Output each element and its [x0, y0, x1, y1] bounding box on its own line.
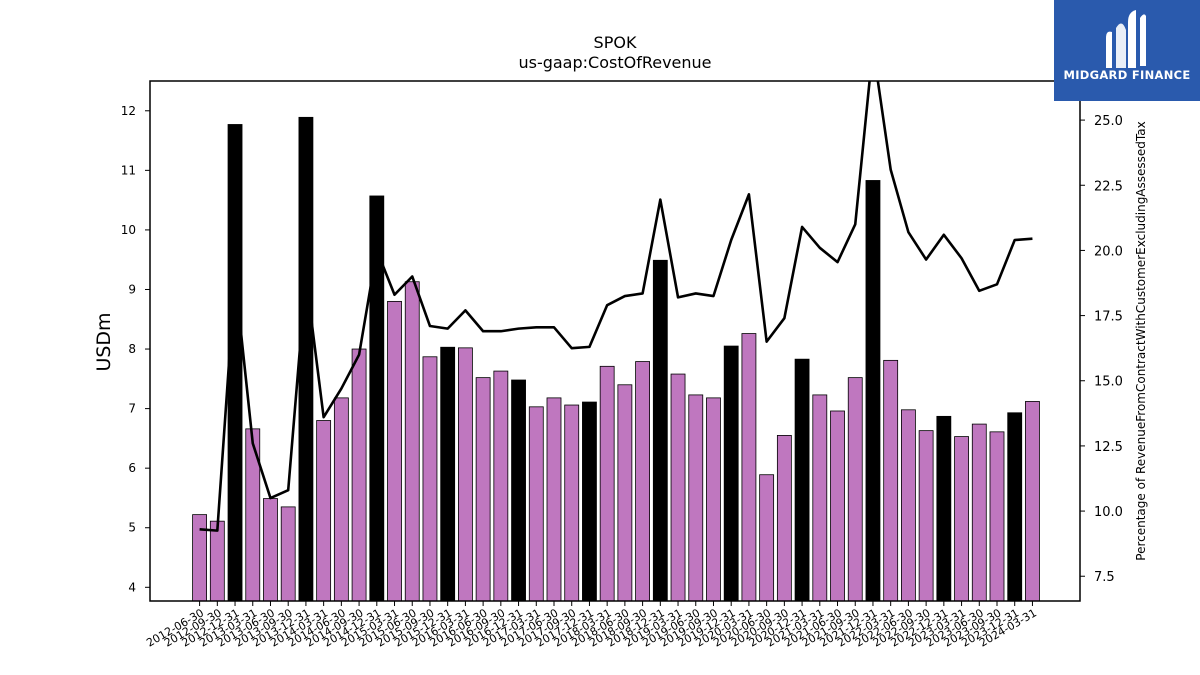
bar [883, 359, 899, 602]
bar [404, 281, 420, 602]
bar [1025, 401, 1040, 602]
bar [971, 423, 987, 602]
bar [263, 498, 278, 602]
y2-tick-label: 15.0 [1094, 375, 1123, 390]
brand-logo: MIDGARD FINANCE [1054, 0, 1200, 101]
y-tick-label: 4 [128, 580, 136, 594]
logo-mark-icon [1106, 10, 1146, 68]
bar [954, 436, 969, 602]
series-line [199, 81, 1033, 532]
bar [387, 300, 402, 602]
bar [706, 397, 721, 602]
bar [298, 116, 314, 602]
y2-tick-label: 10.0 [1094, 505, 1123, 520]
bar [599, 365, 615, 602]
bar [989, 431, 1005, 602]
y-tick-label: 11 [121, 163, 136, 177]
bar [901, 409, 916, 602]
bar [493, 370, 509, 602]
bar [582, 401, 597, 602]
y-tick-label: 10 [121, 223, 136, 237]
bar [652, 259, 668, 602]
logo-text: MIDGARD FINANCE [1063, 68, 1191, 82]
bar [192, 514, 208, 602]
y-tick-label: 5 [128, 521, 136, 535]
bar [776, 435, 792, 602]
bar [688, 394, 704, 602]
bar [812, 394, 828, 602]
chart-title: SPOK [594, 33, 637, 52]
bar [475, 377, 491, 602]
bar [457, 347, 473, 602]
bar [333, 397, 349, 602]
y-tick-label: 6 [128, 461, 136, 475]
y-tick-label: 12 [121, 104, 136, 118]
y2-tick-label: 22.5 [1094, 179, 1123, 194]
bar [723, 345, 739, 602]
chart-subtitle: us-gaap:CostOfRevenue [518, 53, 711, 72]
bar [528, 406, 544, 602]
bar [830, 410, 845, 602]
bar [617, 384, 633, 602]
bar [847, 377, 863, 602]
bar [865, 180, 881, 602]
y2-axis-label: Percentage of RevenueFromContractWithCus… [1134, 121, 1148, 560]
bar [918, 430, 934, 602]
y-tick-label: 8 [128, 342, 136, 356]
y2-tick-label: 12.5 [1094, 440, 1123, 455]
bar [794, 358, 810, 602]
ticks-layer: 4 5 6 7 8 9 10 11 12 7.5 10.0 12.5 15.0 17.5 20.0 22.5 2… [121, 104, 1123, 650]
bar [351, 348, 367, 602]
y2-tick-label: 17.5 [1094, 310, 1123, 325]
bar [1007, 412, 1023, 602]
bar [422, 356, 438, 602]
y2-tick-label: 25.0 [1094, 114, 1123, 129]
y-tick-label: 7 [128, 402, 136, 416]
y2-tick-label: 20.0 [1094, 244, 1123, 259]
bar [440, 346, 456, 602]
bars-layer [192, 116, 1040, 602]
bar [741, 333, 757, 602]
y-axis-label: USDm [93, 312, 115, 371]
y-tick-label: 9 [128, 282, 136, 296]
bar [635, 361, 650, 602]
axes-layer [149, 80, 1081, 602]
bar [759, 474, 775, 602]
bar [511, 379, 526, 602]
bar [209, 520, 225, 602]
bar [564, 404, 580, 602]
bar [670, 373, 686, 602]
bar [936, 415, 952, 602]
y2-tick-label: 7.5 [1094, 570, 1115, 585]
bar [280, 506, 296, 602]
line-layer [199, 81, 1033, 532]
plot-frame [149, 80, 1081, 602]
bar [316, 420, 332, 602]
bar [546, 397, 562, 602]
